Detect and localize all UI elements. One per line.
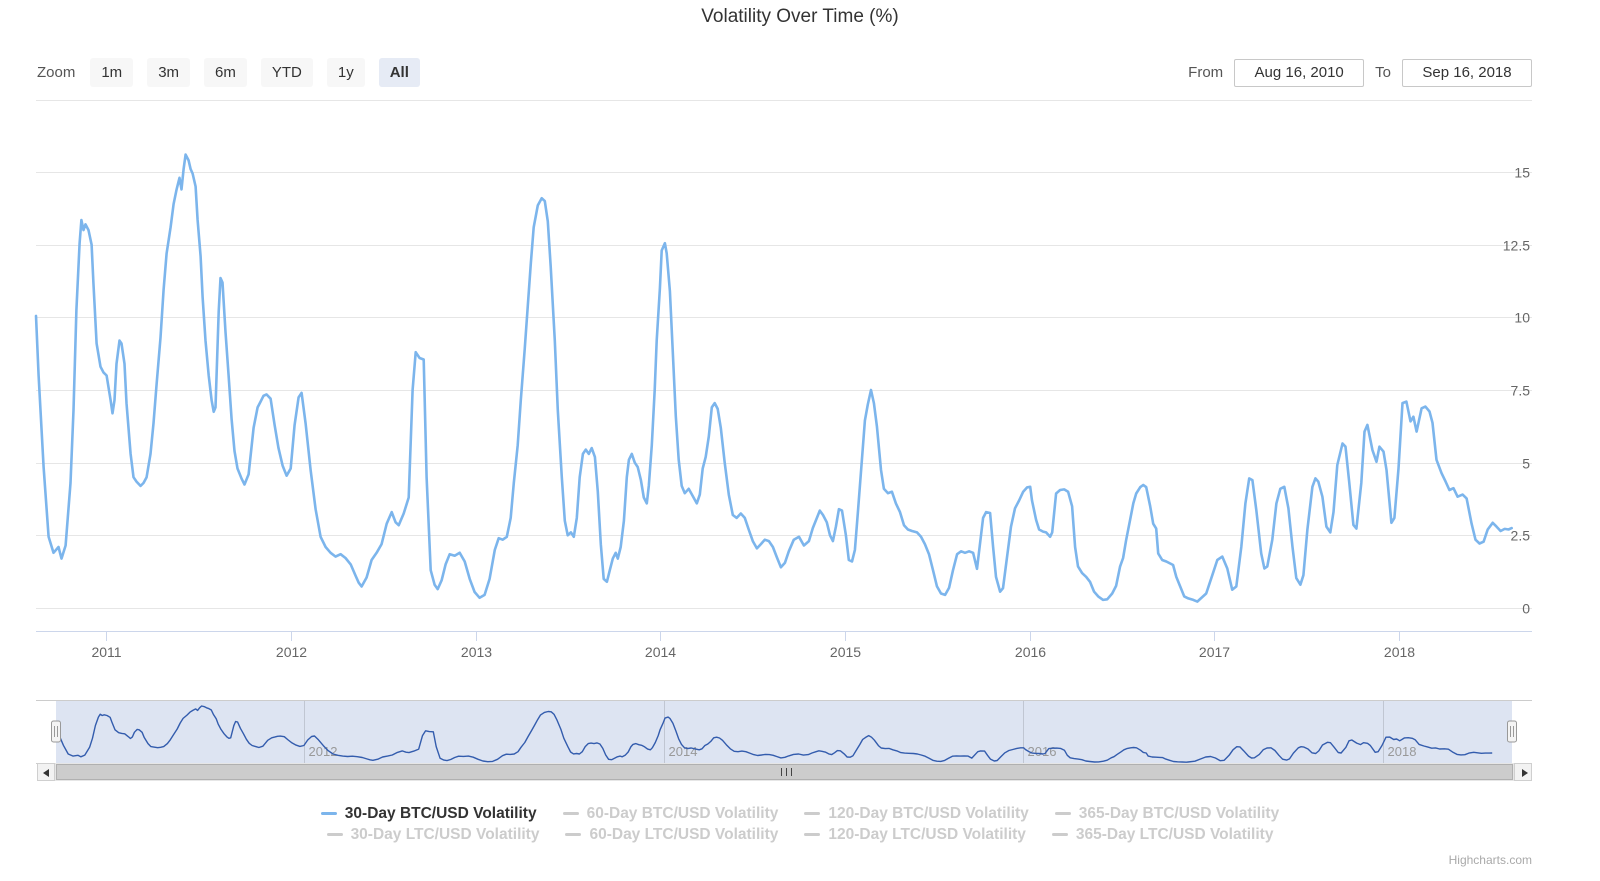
legend-item-30-day-btc-usd-volatility[interactable]: 30-Day BTC/USD Volatility [320, 804, 537, 823]
highcharts-credit[interactable]: Highcharts.com [1448, 853, 1532, 867]
scrollbar-right-arrow-icon [1522, 769, 1528, 777]
legend-item-120-day-ltc-usd-volatility[interactable]: 120-Day LTC/USD Volatility [804, 826, 1026, 844]
navigator-right-handle[interactable] [1507, 720, 1517, 743]
date-range-inputs: From To [1188, 58, 1532, 87]
scrollbar-right-button[interactable] [1514, 763, 1532, 781]
scrollbar-left-arrow-icon [43, 769, 49, 777]
zoom-button-6m[interactable]: 6m [204, 58, 247, 87]
legend-item-label: 60-Day BTC/USD Volatility [586, 804, 779, 822]
legend-item-label: 120-Day BTC/USD Volatility [828, 804, 1029, 822]
legend-item-365-day-btc-usd-volatility[interactable]: 365-Day BTC/USD Volatility [1054, 804, 1280, 823]
series-line-30-day-btc-usd [34, 153, 1513, 603]
legend-item-30-day-ltc-usd-volatility[interactable]: 30-Day LTC/USD Volatility [326, 825, 540, 844]
zoom-button-3m[interactable]: 3m [147, 58, 191, 87]
x-axis-label: 2011 [91, 644, 121, 660]
legend-row: 30-Day LTC/USD Volatility 60-Day LTC/USD … [0, 824, 1600, 845]
to-date-input[interactable] [1402, 58, 1532, 87]
navigator-year-label: 2018 [1388, 744, 1417, 759]
legend-item-label: 30-Day LTC/USD Volatility [350, 825, 540, 843]
legend-item-365-day-ltc-usd-volatility[interactable]: 365-Day LTC/USD Volatility [1051, 825, 1274, 844]
navigator-year-label: 2016 [1028, 744, 1057, 759]
y-axis-label: 7.5 [1511, 383, 1531, 399]
legend-item-label: 365-Day LTC/USD Volatility [1075, 825, 1274, 843]
zoom-label: Zoom [37, 64, 76, 81]
zoom-button-1m[interactable]: 1m [90, 58, 134, 87]
navigator-year-label: 2012 [309, 744, 338, 759]
x-axis-label: 2014 [645, 644, 676, 660]
legend-item-120-day-btc-usd-volatility[interactable]: 120-Day BTC/USD Volatility [804, 804, 1029, 823]
zoom-button-ytd[interactable]: YTD [260, 58, 313, 87]
legend-line-marker-icon [565, 833, 582, 836]
x-axis-label: 2013 [461, 644, 492, 660]
legend-item-label: 365-Day BTC/USD Volatility [1078, 804, 1280, 822]
legend-line-marker-icon [320, 812, 337, 815]
x-axis-label: 2016 [1015, 644, 1046, 660]
legend-row: 30-Day BTC/USD Volatility 60-Day BTC/USD … [0, 803, 1600, 824]
legend-item-label: 30-Day BTC/USD Volatility [344, 804, 537, 822]
legend-line-marker-icon [562, 812, 579, 815]
legend-line-marker-icon [1051, 833, 1068, 836]
chart-title: Volatility Over Time (%) [701, 6, 899, 27]
legend-line-marker-icon [1054, 812, 1071, 815]
legend-item-label: 120-Day LTC/USD Volatility [828, 825, 1026, 843]
from-date-input[interactable] [1234, 58, 1365, 87]
scrollbar-grip-icon [780, 768, 792, 776]
from-label: From [1188, 64, 1224, 81]
scrollbar [37, 763, 1532, 781]
y-axis-label: 10 [1514, 310, 1530, 326]
range-selector: Zoom 1m 3m 6m YTD 1y All From To [37, 57, 1532, 88]
zoom-button-1y[interactable]: 1y [326, 58, 365, 87]
legend-item-60-day-ltc-usd-volatility[interactable]: 60-Day LTC/USD Volatility [565, 826, 778, 844]
x-axis-label: 2018 [1384, 644, 1415, 660]
scrollbar-track[interactable] [55, 763, 1514, 781]
navigator-left-handle[interactable] [51, 720, 61, 743]
zoom-button-all[interactable]: All [378, 58, 420, 87]
legend-line-marker-icon [326, 833, 343, 836]
scrollbar-left-button[interactable] [37, 763, 55, 781]
navigator-mask[interactable] [56, 701, 1512, 763]
y-axis-label: 15 [1514, 165, 1530, 181]
legend-line-marker-icon [804, 812, 821, 815]
to-label: To [1375, 64, 1391, 81]
x-axis-label: 2012 [276, 644, 307, 660]
legend-item-60-day-btc-usd-volatility[interactable]: 60-Day BTC/USD Volatility [562, 804, 779, 823]
scrollbar-thumb[interactable] [56, 764, 1513, 780]
y-axis-label: 12.5 [1503, 238, 1530, 254]
y-axis-label: 2.5 [1511, 528, 1531, 544]
range-selector-buttons: 1m 3m 6m YTD 1y All [90, 58, 420, 87]
x-axis-label: 2015 [830, 644, 861, 660]
navigator-series-line [55, 705, 1493, 763]
legend: 30-Day BTC/USD Volatility 60-Day BTC/USD … [0, 803, 1600, 845]
legend-item-label: 60-Day LTC/USD Volatility [589, 825, 779, 843]
y-axis-label: 5 [1522, 456, 1530, 472]
y-axis-label: 0 [1522, 601, 1530, 617]
x-axis-label: 2017 [1199, 644, 1230, 660]
legend-line-marker-icon [804, 833, 821, 836]
